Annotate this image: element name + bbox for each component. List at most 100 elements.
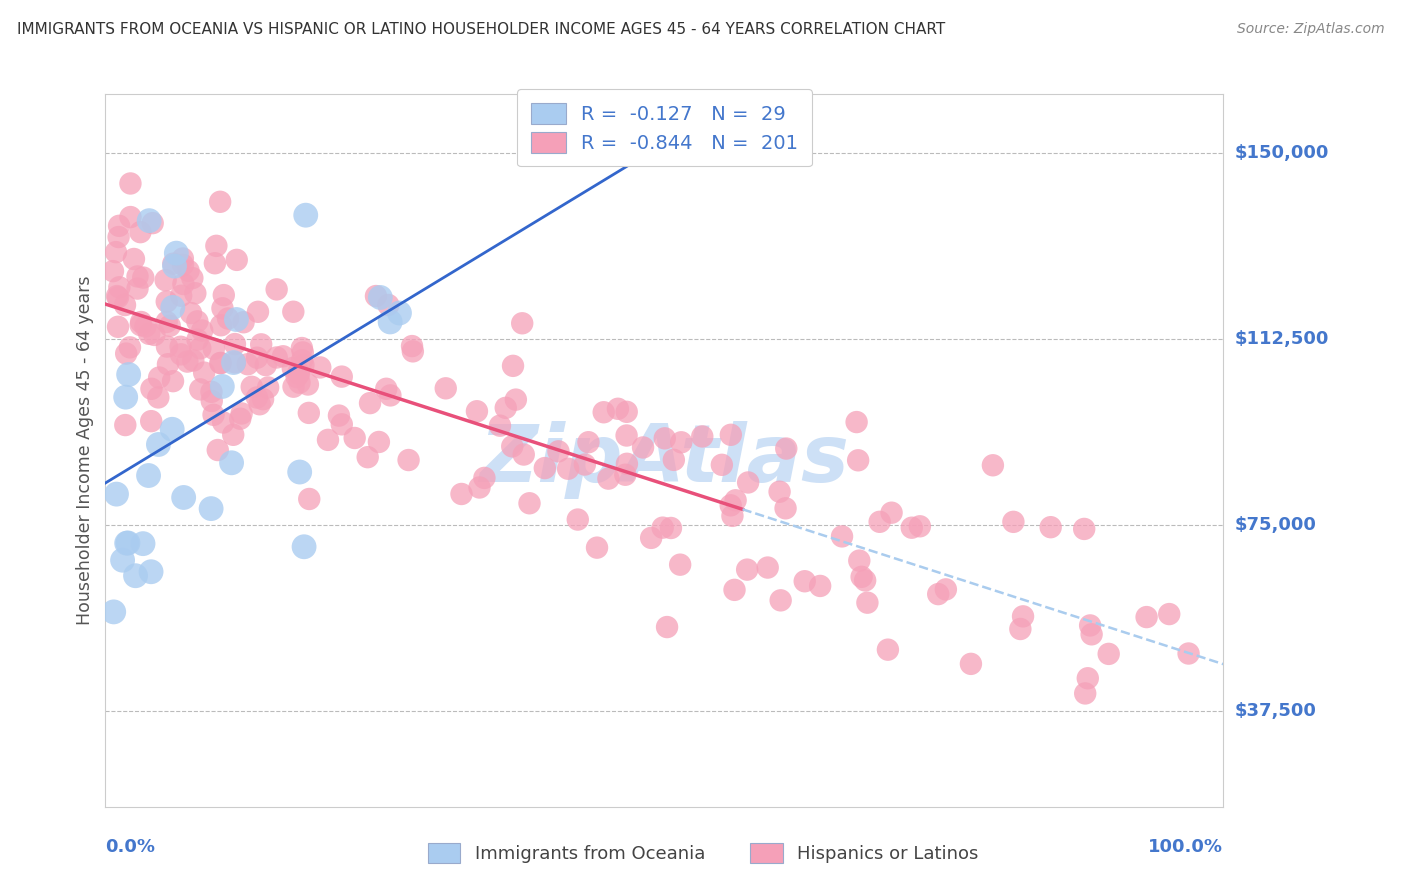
Point	[316, 433, 339, 447]
Point	[659, 521, 682, 535]
Point	[735, 563, 758, 577]
Point	[651, 521, 673, 535]
Point	[869, 515, 891, 529]
Text: $75,000: $75,000	[1234, 516, 1316, 533]
Point	[177, 264, 200, 278]
Text: $37,500: $37,500	[1234, 702, 1316, 720]
Point	[163, 259, 186, 273]
Point	[217, 311, 239, 326]
Point	[533, 461, 555, 475]
Point	[960, 657, 983, 671]
Point	[165, 246, 187, 260]
Point	[107, 290, 129, 304]
Point	[710, 458, 733, 472]
Point	[127, 282, 149, 296]
Point	[156, 357, 179, 371]
Text: ZipAtlas: ZipAtlas	[479, 421, 849, 500]
Point	[285, 370, 308, 384]
Point	[513, 448, 536, 462]
Point	[900, 521, 922, 535]
Point	[114, 298, 136, 312]
Point	[148, 391, 170, 405]
Point	[105, 289, 128, 303]
Point	[375, 382, 398, 396]
Point	[225, 312, 247, 326]
Point	[169, 340, 191, 354]
Point	[724, 493, 747, 508]
Point	[598, 472, 620, 486]
Point	[186, 333, 208, 347]
Point	[631, 441, 654, 455]
Point	[1039, 520, 1062, 534]
Point	[1010, 622, 1032, 636]
Point	[138, 213, 160, 227]
Point	[191, 324, 214, 338]
Point	[162, 301, 184, 315]
Point	[607, 401, 630, 416]
Point	[246, 305, 269, 319]
Point	[655, 620, 678, 634]
Point	[117, 368, 139, 382]
Point	[578, 435, 600, 450]
Point	[148, 437, 170, 451]
Point	[111, 553, 134, 567]
Point	[845, 415, 868, 429]
Point	[246, 391, 269, 405]
Point	[200, 384, 222, 399]
Point	[221, 456, 243, 470]
Point	[160, 422, 183, 436]
Point	[129, 315, 152, 329]
Point	[162, 257, 184, 271]
Point	[690, 429, 713, 443]
Point	[118, 340, 141, 354]
Point	[101, 264, 124, 278]
Point	[132, 270, 155, 285]
Point	[468, 481, 491, 495]
Point	[723, 582, 745, 597]
Y-axis label: Householder Income Ages 45 - 64 years: Householder Income Ages 45 - 64 years	[76, 276, 94, 625]
Point	[127, 269, 149, 284]
Point	[364, 289, 387, 303]
Point	[769, 593, 792, 607]
Point	[231, 407, 253, 421]
Point	[240, 380, 263, 394]
Point	[132, 536, 155, 550]
Point	[768, 484, 790, 499]
Point	[402, 344, 425, 359]
Point	[330, 369, 353, 384]
Text: $150,000: $150,000	[1234, 145, 1329, 162]
Point	[567, 512, 589, 526]
Point	[288, 376, 311, 390]
Point	[108, 219, 131, 233]
Point	[252, 392, 274, 407]
Point	[188, 383, 211, 397]
Point	[298, 491, 321, 506]
Point	[388, 306, 411, 320]
Point	[474, 471, 496, 485]
Point	[108, 280, 131, 294]
Point	[775, 442, 797, 456]
Point	[981, 458, 1004, 473]
Point	[853, 574, 876, 588]
Legend: R =  -0.127   N =  29, R =  -0.844   N =  201: R = -0.127 N = 29, R = -0.844 N = 201	[517, 89, 811, 167]
Point	[292, 358, 315, 372]
Point	[122, 252, 145, 266]
Point	[1078, 618, 1101, 632]
Point	[201, 394, 224, 409]
Point	[309, 360, 332, 375]
Point	[662, 453, 685, 467]
Text: $112,500: $112,500	[1234, 330, 1329, 348]
Point	[249, 397, 271, 411]
Point	[616, 428, 638, 442]
Point	[129, 318, 152, 332]
Point	[211, 301, 233, 316]
Point	[328, 409, 350, 423]
Point	[908, 519, 931, 533]
Point	[401, 339, 423, 353]
Point	[1074, 686, 1097, 700]
Point	[1012, 609, 1035, 624]
Point	[266, 351, 288, 365]
Point	[170, 347, 193, 361]
Point	[209, 318, 232, 333]
Point	[377, 298, 399, 312]
